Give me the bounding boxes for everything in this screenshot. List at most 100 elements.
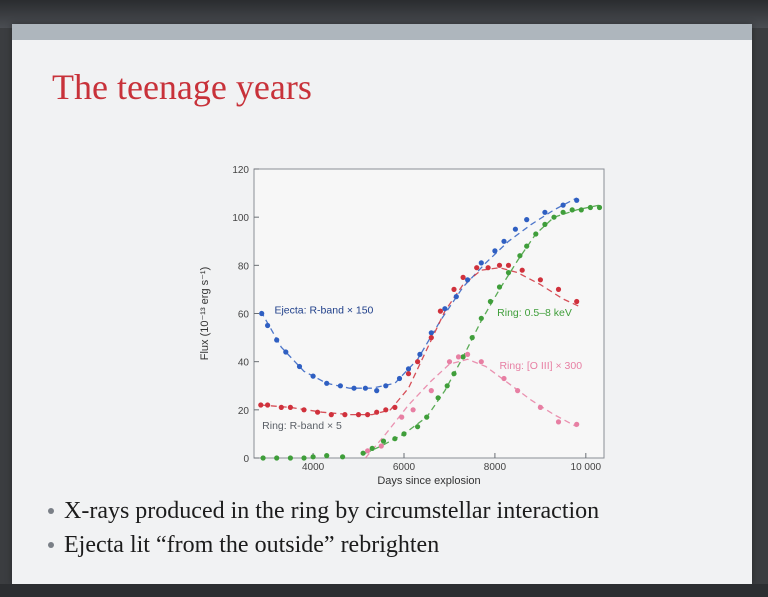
data-point xyxy=(360,450,366,456)
data-point xyxy=(362,385,368,391)
data-point xyxy=(517,253,523,259)
screen-bezel-bottom xyxy=(0,584,768,597)
data-point xyxy=(596,204,603,211)
data-point xyxy=(259,310,265,317)
data-point xyxy=(365,412,371,418)
data-point xyxy=(380,438,387,444)
data-point xyxy=(451,286,457,292)
data-point xyxy=(574,197,580,203)
bullet-dot-icon xyxy=(48,542,54,548)
x-tick-label: 4000 xyxy=(302,462,325,473)
series-label: Ring: R-band × 5 xyxy=(262,420,342,432)
data-point xyxy=(355,412,362,418)
data-point xyxy=(399,414,405,420)
data-point xyxy=(505,262,512,268)
data-point xyxy=(378,443,384,449)
data-point xyxy=(417,351,423,357)
data-point xyxy=(383,383,389,389)
bullet-item: Ejecta lit “from the outside” rebrighten xyxy=(48,528,599,562)
x-tick-label: 6000 xyxy=(393,462,416,473)
data-point xyxy=(340,454,346,460)
data-point xyxy=(265,322,271,329)
y-tick-label: 80 xyxy=(238,261,250,272)
data-point xyxy=(405,371,412,377)
data-point xyxy=(392,404,398,410)
data-point xyxy=(405,366,412,372)
data-point xyxy=(428,330,434,336)
data-point xyxy=(460,354,466,360)
plot-frame xyxy=(253,168,605,459)
bullet-text: Ejecta lit “from the outside” rebrighten xyxy=(64,531,440,558)
data-point xyxy=(496,284,503,290)
data-point xyxy=(283,349,289,355)
data-point xyxy=(574,298,580,305)
bullet-dot-icon xyxy=(48,508,54,514)
presentation-slide: The teenage years 0 20 40 60 80 100 120 4000 60… xyxy=(12,24,752,584)
data-point xyxy=(337,383,343,389)
data-point xyxy=(274,455,280,461)
data-point xyxy=(551,214,557,220)
data-point xyxy=(351,385,357,391)
screen-bezel-top xyxy=(0,0,768,28)
data-point xyxy=(278,404,284,410)
data-point xyxy=(428,388,434,394)
data-point xyxy=(453,294,459,300)
data-point xyxy=(455,354,462,360)
data-point xyxy=(260,455,266,461)
data-point xyxy=(496,262,503,268)
y-tick-label: 0 xyxy=(243,454,249,465)
data-point xyxy=(410,407,416,413)
data-point xyxy=(287,404,293,410)
data-point xyxy=(501,238,507,244)
series-label: Ejecta: R-band × 150 xyxy=(274,305,373,317)
data-points xyxy=(258,197,603,461)
data-point xyxy=(437,308,443,314)
data-point xyxy=(460,274,466,280)
data-point xyxy=(442,306,448,312)
chart-svg: 0 20 40 60 80 100 120 4000 6000 8000 10 000 Eject… xyxy=(199,165,605,487)
data-point xyxy=(451,371,457,377)
data-point xyxy=(560,202,566,208)
data-point xyxy=(401,431,407,437)
data-point xyxy=(315,409,321,415)
data-point xyxy=(258,402,264,408)
data-point xyxy=(287,455,293,461)
y-axis-ticks: 0 20 40 60 80 100 120 xyxy=(232,165,259,465)
x-tick-label: 10 000 xyxy=(571,462,602,473)
data-point xyxy=(328,412,334,418)
data-point xyxy=(415,424,421,430)
x-axis-label: Days since explosion xyxy=(377,475,480,487)
data-point xyxy=(444,383,450,389)
plot-area xyxy=(253,168,605,459)
data-point xyxy=(383,407,389,413)
data-point xyxy=(310,454,316,460)
data-point xyxy=(301,407,307,413)
data-point xyxy=(519,267,525,273)
y-tick-label: 100 xyxy=(232,213,249,224)
data-point xyxy=(324,380,330,386)
data-point xyxy=(274,337,280,343)
data-point xyxy=(265,402,271,408)
data-point xyxy=(342,412,348,418)
data-point xyxy=(537,277,543,283)
y-tick-label: 40 xyxy=(238,358,250,369)
y-axis-label: Flux (10⁻¹³ erg s⁻¹) xyxy=(199,267,211,361)
data-point xyxy=(501,375,507,382)
data-point xyxy=(474,265,480,271)
data-point xyxy=(555,286,562,292)
data-point xyxy=(396,375,403,382)
data-point xyxy=(415,359,421,365)
data-point xyxy=(555,419,562,425)
data-point xyxy=(465,351,471,357)
series-labels: Ejecta: R-band × 150 Ring: 0.5–8 keV Ring:… xyxy=(262,305,582,433)
flux-chart: 0 20 40 60 80 100 120 4000 6000 8000 10 000 Eject… xyxy=(192,136,612,506)
bullet-list: X-rays produced in the ring by circumste… xyxy=(48,494,599,562)
data-point xyxy=(533,231,539,237)
fit-curve xyxy=(364,358,578,459)
series-label: Ring: 0.5–8 keV xyxy=(497,307,572,319)
x-axis-ticks: 4000 6000 8000 10 000 xyxy=(302,453,602,473)
data-point xyxy=(469,335,475,341)
bullet-text: X-rays produced in the ring by circumste… xyxy=(64,497,600,524)
data-point xyxy=(465,277,471,283)
data-point xyxy=(542,209,548,215)
